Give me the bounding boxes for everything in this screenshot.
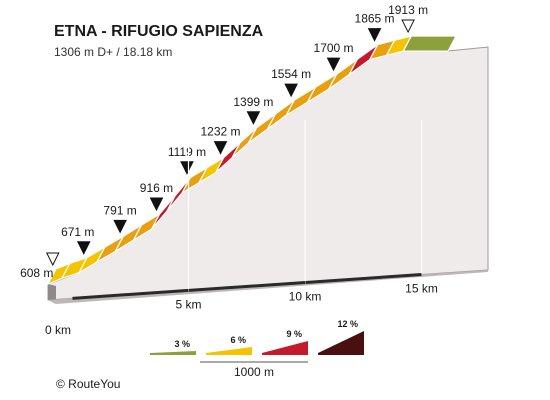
gradient-segments [46, 35, 458, 286]
distance-axis: 0 km 5 km 10 km 15 km [45, 120, 438, 337]
x-tick-label: 15 km [405, 282, 438, 296]
elevation-label: 671 m [61, 225, 94, 239]
ground-side [48, 284, 56, 304]
legend-swatch [262, 341, 308, 355]
elevation-label: 608 m [20, 266, 53, 280]
elevation-markers: 608 m 671 m 791 m 916 m 1119 m 1232 m 1399 m 15… [20, 3, 428, 280]
elevation-marker [401, 19, 415, 34]
chart-title: ETNA - RIFUGIO SAPIENZA [54, 23, 264, 40]
elevation-marker [45, 252, 60, 267]
scale-label: 1000 m [234, 365, 274, 379]
credit-label: © RouteYou [56, 377, 120, 391]
elevation-label: 1554 m [271, 67, 311, 81]
elevation-marker [326, 57, 341, 72]
legend-swatch [318, 331, 364, 355]
distance-tick-bar [72, 288, 189, 300]
legend-label: 3 % [174, 339, 190, 349]
elevation-label: 1232 m [201, 125, 241, 139]
elevation-label: 1399 m [233, 95, 273, 109]
x-tick-label: 5 km [175, 297, 201, 311]
gradient-legend: 3 % 6 % 9 % 12 % 1000 m [150, 319, 364, 379]
elevation-marker [367, 28, 382, 42]
elevation-marker [149, 197, 164, 212]
chart-subtitle: 1306 m D+ / 18.18 km [54, 45, 172, 59]
elevation-label: 1119 m [168, 145, 206, 159]
legend-label: 9 % [286, 329, 302, 339]
elevation-label: 1700 m [314, 41, 354, 55]
elevation-marker [76, 241, 91, 255]
distance-tick-bar [305, 273, 422, 284]
legend-label: 12 % [337, 319, 358, 329]
elevation-marker [180, 161, 194, 175]
elevation-marker [113, 219, 127, 234]
gradient-segment [402, 35, 458, 52]
legend-label: 6 % [230, 335, 246, 345]
elevation-marker [246, 111, 261, 125]
legend-swatch [206, 347, 252, 355]
elevation-marker [213, 141, 228, 155]
elevation-label: 791 m [103, 203, 136, 217]
elevation-label: 1913 m [388, 3, 428, 17]
elevation-marker [284, 83, 298, 98]
x-tick-label: 0 km [45, 323, 71, 337]
distance-tick-bar [188, 280, 306, 292]
x-tick-label: 10 km [289, 289, 322, 303]
legend-swatch [150, 351, 196, 355]
elevation-label: 1865 m [355, 12, 395, 26]
elevation-label: 916 m [140, 181, 173, 195]
